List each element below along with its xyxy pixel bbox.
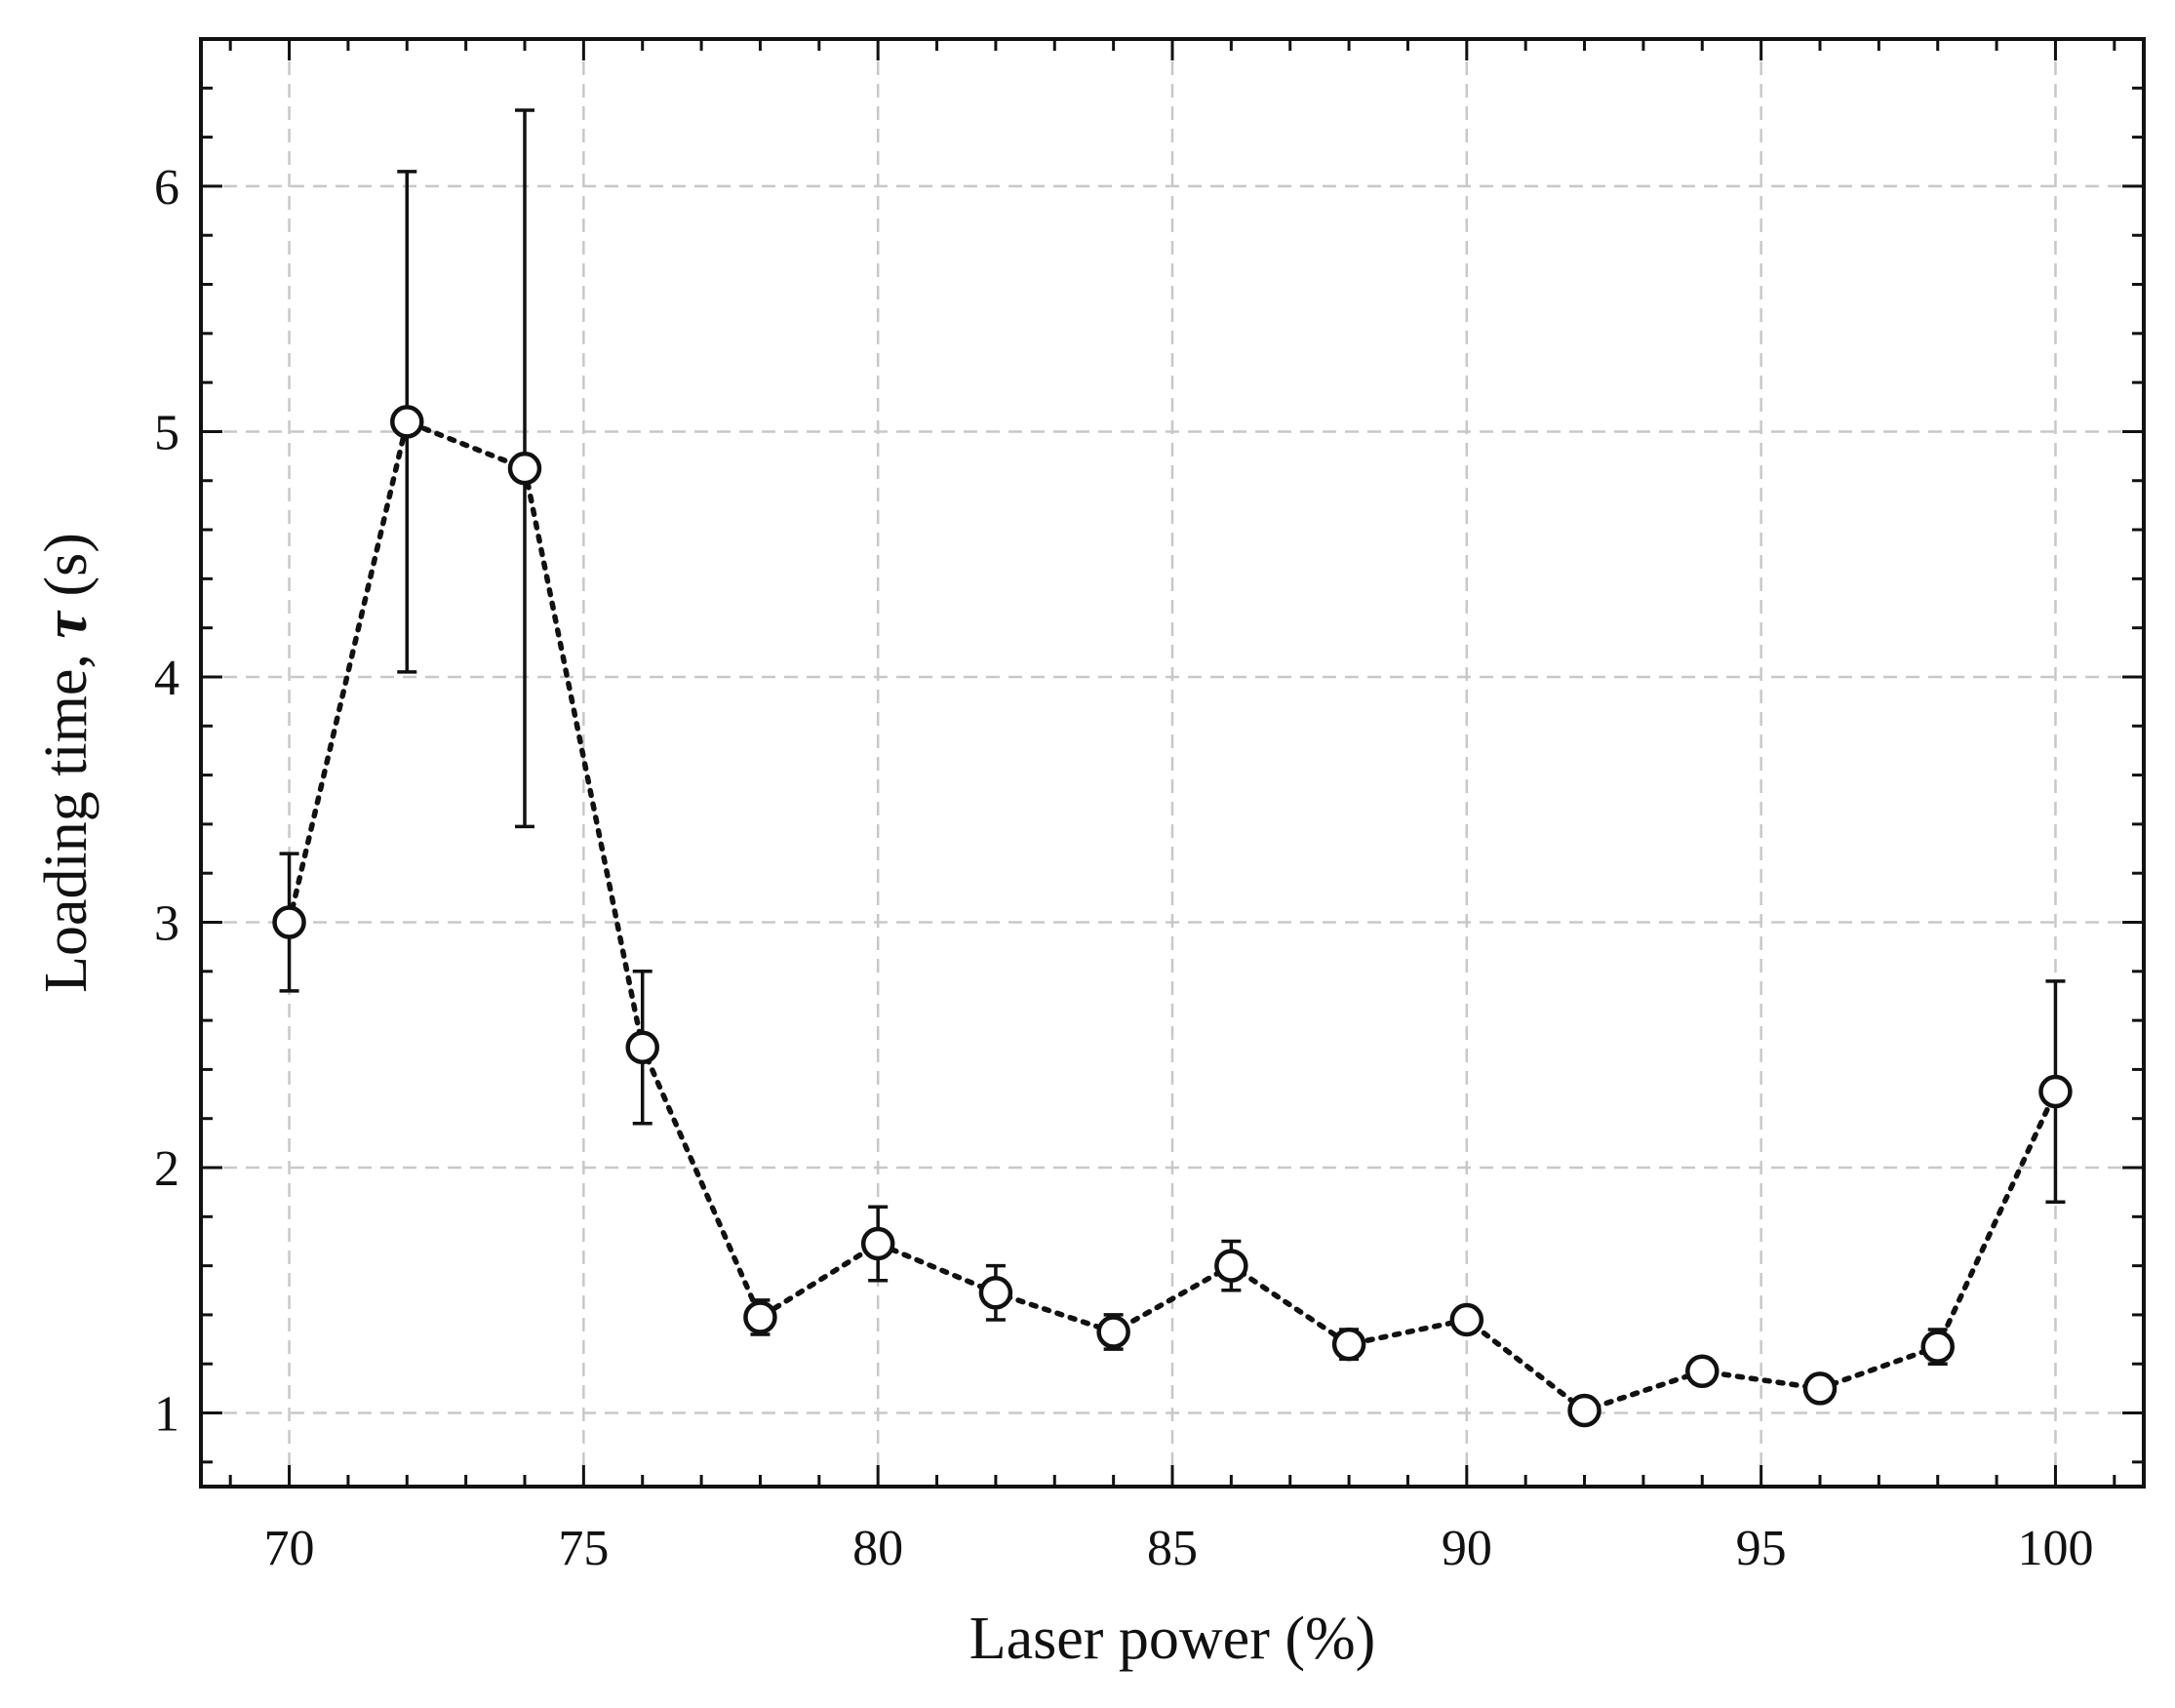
y-tick-label: 5 <box>154 405 179 460</box>
data-point <box>1449 1302 1484 1337</box>
y-axis-title-prefix: Loading time, <box>33 639 99 993</box>
y-tick-label: 4 <box>154 651 179 706</box>
x-tick-label: 75 <box>558 1521 609 1576</box>
y-tick-label: 3 <box>154 895 179 951</box>
y-axis-title: Loading time, τ (s) <box>33 533 99 993</box>
data-point <box>2038 1074 2073 1109</box>
data-point <box>1567 1393 1602 1428</box>
data-point <box>272 905 306 939</box>
x-tick-label: 80 <box>852 1521 903 1576</box>
data-point <box>625 1030 659 1065</box>
data-point <box>1685 1354 1720 1389</box>
y-axis-title-symbol: τ <box>33 610 99 639</box>
y-tick-label: 2 <box>154 1141 179 1197</box>
x-axis-title: Laser power (%) <box>969 1606 1376 1672</box>
data-markers <box>272 405 2073 1428</box>
x-tick-label: 95 <box>1736 1521 1787 1576</box>
x-tick-label: 70 <box>264 1521 315 1576</box>
data-point <box>390 405 424 439</box>
data-point <box>1214 1249 1248 1283</box>
y-tick-label: 6 <box>154 160 179 216</box>
data-point <box>743 1300 777 1334</box>
x-tick-label: 100 <box>2017 1521 2093 1576</box>
major-ticks <box>201 39 2144 1487</box>
data-point <box>860 1226 895 1261</box>
y-tick-labels: 1 2 3 4 5 6 <box>154 160 179 1443</box>
plot-frame <box>199 37 2146 1489</box>
data-point <box>1096 1315 1130 1349</box>
data-point <box>1802 1371 1838 1406</box>
data-point <box>507 451 542 486</box>
x-tick-label: 90 <box>1442 1521 1492 1576</box>
x-tick-label: 85 <box>1147 1521 1198 1576</box>
y-axis-title-suffix: (s) <box>33 533 99 612</box>
data-point <box>1920 1330 1955 1364</box>
x-tick-labels: 70 75 80 85 90 95 100 <box>264 1521 2094 1576</box>
grid <box>201 39 2144 1487</box>
y-tick-label: 1 <box>154 1387 179 1443</box>
data-point <box>978 1276 1013 1310</box>
series-line <box>286 417 2059 1414</box>
data-point <box>1331 1327 1366 1362</box>
